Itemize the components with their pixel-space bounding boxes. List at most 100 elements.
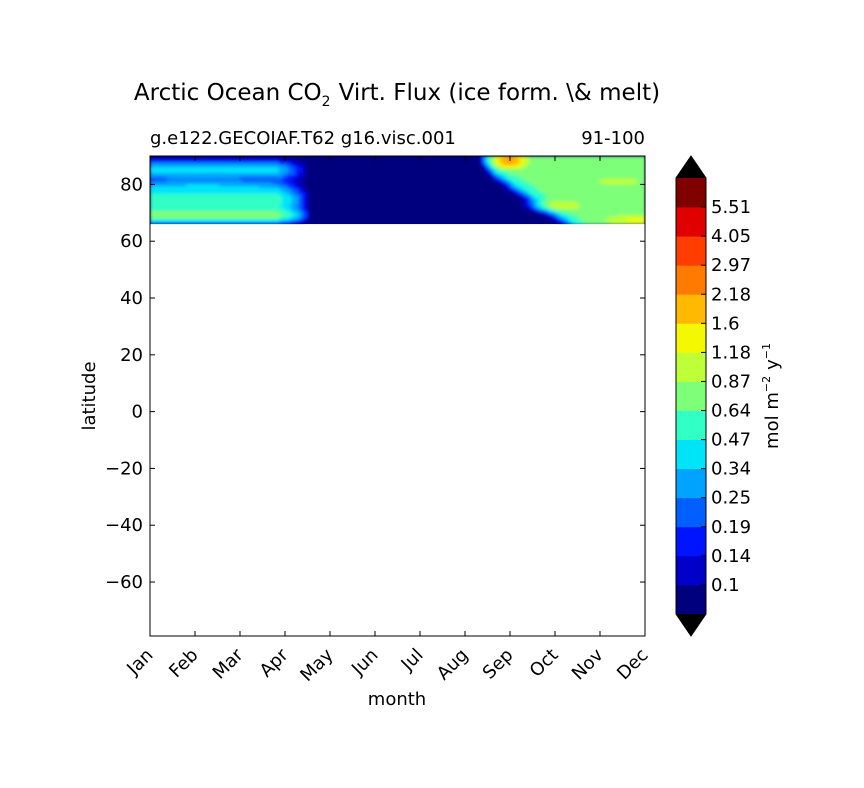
heatmap-cell: [513, 188, 517, 191]
heatmap-cell: [150, 178, 283, 182]
heatmap-cell: [539, 209, 547, 212]
y-tick-label: 20: [120, 345, 143, 366]
heatmap-cell: [496, 180, 501, 184]
heatmap-cell: [150, 203, 283, 206]
heatmap-cell: [288, 169, 296, 172]
heatmap-cell: [285, 209, 293, 212]
colorbar-band: [676, 526, 706, 557]
colorbar-band: [676, 410, 706, 440]
heatmap-cell: [513, 182, 517, 186]
heatmap-cell: [291, 197, 300, 201]
heatmap-cell: [608, 216, 645, 220]
colorbar-tick-label: 1.18: [711, 342, 751, 363]
heatmap-cell: [513, 180, 527, 184]
heatmap-cell: [516, 182, 531, 186]
heatmap-cell: [298, 174, 306, 178]
heatmap-cell: [509, 186, 514, 189]
heatmap-cell: [150, 207, 283, 210]
x-tick-label: Jan: [122, 645, 157, 680]
heatmap-cell: [278, 161, 293, 165]
heatmap-cell: [493, 169, 498, 172]
heatmap-cell: [291, 218, 300, 221]
heatmap-cell: [489, 161, 494, 165]
colorbar-band: [676, 265, 706, 295]
heatmap-cell: [575, 214, 620, 218]
heatmap-cell: [536, 199, 540, 203]
title-prefix: Arctic Ocean CO: [134, 80, 322, 106]
heatmap-cell: [285, 165, 293, 168]
heatmap-cell: [552, 218, 557, 221]
colorbar-band: [676, 352, 706, 382]
heatmap-cell: [150, 186, 260, 189]
heatmap-cell: [532, 205, 537, 208]
heatmap-cell: [509, 173, 645, 176]
colorbar-label-exp2: −1: [760, 343, 773, 359]
heatmap-cell: [493, 159, 498, 163]
y-tick-label: 80: [120, 174, 143, 195]
heatmap-cell: [295, 184, 303, 187]
x-tick-label: Aug: [433, 645, 473, 685]
heatmap-cell: [539, 207, 544, 210]
heatmap-cell: [298, 199, 303, 203]
heatmap-cell: [489, 163, 494, 167]
heatmap-cell: [565, 214, 577, 218]
heatmap-cell: [295, 176, 303, 180]
heatmap-cell: [496, 165, 504, 168]
heatmap-cell: [298, 212, 303, 216]
heatmap-cell: [499, 182, 504, 186]
heatmap-cell: [258, 186, 286, 189]
heatmap-cell: [509, 184, 514, 187]
heatmap-cell: [579, 205, 645, 208]
heatmap-cell: [565, 218, 570, 221]
heatmap-cell: [285, 173, 296, 176]
heatmap-cell: [288, 188, 296, 191]
heatmap-cell: [509, 182, 514, 186]
heatmap-cell: [496, 163, 504, 167]
colorbar: 0.1 0.14 0.19 0.25 0.34 0.47 0.64 0.87 1.18 1.6 2.…: [675, 155, 751, 637]
heatmap-cell: [272, 182, 286, 186]
heatmap-cell: [562, 210, 645, 214]
heatmap-cell: [519, 184, 534, 187]
heatmap-cell: [506, 178, 511, 182]
heatmap-cell: [493, 165, 498, 168]
heatmap-cell: [496, 159, 501, 163]
heatmap-cell: [555, 212, 560, 216]
heatmap-cell: [542, 210, 547, 214]
heatmap-cell: [559, 214, 567, 218]
heatmap-cell: [532, 207, 537, 210]
heatmap-cell: [305, 195, 309, 199]
heatmap-cell: [278, 205, 290, 208]
heatmap-cell: [499, 178, 504, 182]
y-tick-label: −20: [105, 458, 143, 479]
heatmap-cell: [522, 205, 531, 208]
heatmap-cell: [298, 214, 303, 218]
heatmap-cell: [638, 180, 645, 184]
heatmap-cell: [278, 167, 290, 170]
heatmap-cell: [483, 169, 488, 172]
heatmap-cell: [301, 214, 306, 218]
heatmap-cell: [546, 195, 645, 199]
heatmap-cell: [522, 156, 531, 159]
heatmap-cells: [150, 156, 645, 225]
heatmap-cell: [506, 174, 517, 178]
heatmap-cell: [301, 209, 306, 212]
heatmap-cell: [493, 156, 498, 159]
heatmap-cell: [486, 159, 491, 163]
heatmap-cell: [150, 216, 280, 220]
colorbar-label-exp1: −2: [760, 376, 773, 392]
heatmap-cell: [499, 176, 504, 180]
heatmap-cell: [291, 186, 300, 189]
heatmap-cell: [529, 159, 645, 163]
heatmap-cell: [489, 173, 494, 176]
heatmap-cell: [298, 207, 303, 210]
heatmap-cell: [298, 165, 306, 168]
heatmap-cell: [288, 184, 296, 187]
heatmap-cell: [542, 207, 550, 210]
heatmap-cell: [291, 180, 303, 184]
heatmap-cell: [526, 197, 531, 201]
heatmap-cell: [522, 195, 527, 199]
heatmap-cell: [582, 220, 606, 223]
heatmap-cell: [503, 182, 507, 186]
heatmap-cell: [295, 173, 300, 176]
heatmap-cell: [150, 197, 283, 201]
